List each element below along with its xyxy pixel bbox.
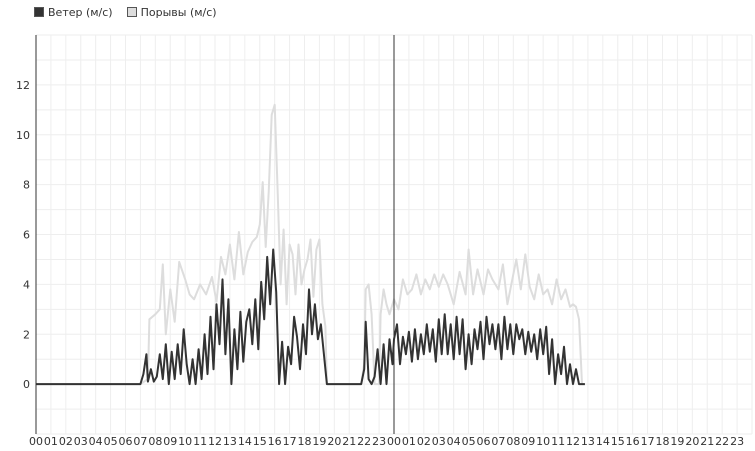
- x-tick-label: 13: [223, 435, 237, 448]
- x-tick-label: 11: [551, 435, 565, 448]
- legend-swatch-wind: [34, 7, 44, 17]
- x-tick-label: 01: [44, 435, 58, 448]
- x-tick-label: 07: [491, 435, 505, 448]
- series-line-gusts: [36, 103, 585, 386]
- x-tick-label: 00: [29, 435, 43, 448]
- x-tick-label: 10: [536, 435, 550, 448]
- x-tick-label: 23: [372, 435, 386, 448]
- x-tick-label: 07: [133, 435, 147, 448]
- legend-swatch-gusts: [126, 7, 137, 17]
- y-tick-label: 8: [23, 179, 30, 192]
- y-tick-labels: 0 2 4 6 8 10 12: [16, 79, 30, 391]
- x-tick-label: 18: [298, 435, 312, 448]
- x-tick-label: 02: [417, 435, 431, 448]
- x-tick-label: 14: [238, 435, 252, 448]
- y-tick-label: 2: [23, 328, 30, 341]
- x-tick-label: 03: [74, 435, 88, 448]
- x-tick-label: 05: [104, 435, 118, 448]
- legend-label-wind: Ветер (м/с): [48, 5, 113, 19]
- chart-axes: [35, 35, 395, 434]
- x-tick-label: 14: [596, 435, 610, 448]
- x-tick-label: 08: [506, 435, 520, 448]
- x-tick-label: 22: [357, 435, 371, 448]
- x-tick-label: 21: [342, 435, 356, 448]
- x-tick-labels: 00 01 02 03 04 05 06 07 08 09 10 11 12 13 14 15 16 17 18 19…: [29, 435, 744, 448]
- series-line-wind: [36, 248, 585, 386]
- x-tick-label: 21: [700, 435, 714, 448]
- x-tick-label: 04: [447, 435, 461, 448]
- legend-item-wind[interactable]: Ветер (м/с): [34, 6, 113, 19]
- x-tick-label: 00: [387, 435, 401, 448]
- x-tick-label: 09: [521, 435, 535, 448]
- x-tick-label: 20: [685, 435, 699, 448]
- x-tick-label: 06: [477, 435, 491, 448]
- x-tick-label: 08: [148, 435, 162, 448]
- x-tick-label: 12: [208, 435, 222, 448]
- x-tick-label: 04: [89, 435, 103, 448]
- x-tick-label: 18: [656, 435, 670, 448]
- x-tick-label: 19: [670, 435, 684, 448]
- x-tick-label: 12: [566, 435, 580, 448]
- x-tick-label: 11: [193, 435, 207, 448]
- chart-series: [36, 103, 585, 386]
- x-tick-label: 13: [581, 435, 595, 448]
- x-tick-label: 15: [253, 435, 267, 448]
- chart-legend: Ветер (м/с) Порывы (м/с): [34, 4, 231, 20]
- x-tick-label: 01: [402, 435, 416, 448]
- x-tick-label: 10: [178, 435, 192, 448]
- x-tick-label: 05: [462, 435, 476, 448]
- y-tick-label: 12: [16, 79, 30, 92]
- legend-label-gusts: Порывы (м/с): [140, 5, 217, 19]
- x-tick-label: 17: [641, 435, 655, 448]
- x-tick-label: 19: [312, 435, 326, 448]
- x-tick-label: 23: [730, 435, 744, 448]
- x-tick-label: 06: [119, 435, 133, 448]
- x-tick-label: 16: [626, 435, 640, 448]
- y-tick-label: 4: [23, 278, 30, 291]
- x-tick-label: 15: [611, 435, 625, 448]
- x-tick-label: 02: [59, 435, 73, 448]
- x-tick-label: 17: [283, 435, 297, 448]
- y-tick-label: 6: [23, 229, 30, 242]
- y-tick-label: 10: [16, 129, 30, 142]
- x-tick-label: 09: [163, 435, 177, 448]
- x-tick-label: 22: [715, 435, 729, 448]
- x-tick-label: 03: [432, 435, 446, 448]
- x-tick-label: 20: [327, 435, 341, 448]
- legend-item-gusts[interactable]: Порывы (м/с): [126, 5, 217, 19]
- x-tick-label: 16: [268, 435, 282, 448]
- y-tick-label: 0: [23, 378, 30, 391]
